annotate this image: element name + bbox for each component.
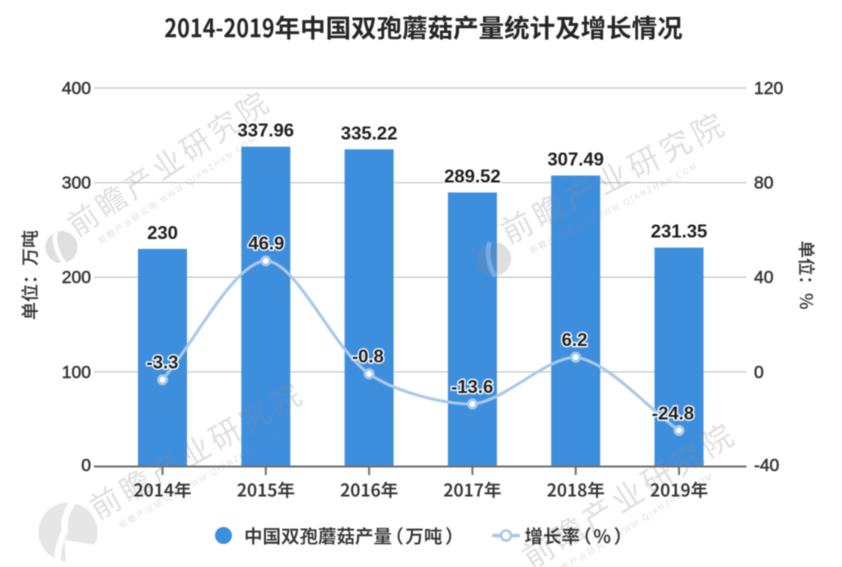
svg-text:120: 120 (754, 78, 783, 98)
svg-text:-24.8: -24.8 (652, 402, 694, 423)
svg-text:200: 200 (62, 267, 91, 287)
svg-text:80: 80 (754, 173, 774, 193)
svg-text:100: 100 (62, 362, 91, 382)
svg-text:0: 0 (754, 362, 764, 382)
svg-text:289.52: 289.52 (444, 166, 501, 187)
svg-text:-3.3: -3.3 (147, 352, 179, 373)
svg-text:-0.8: -0.8 (352, 346, 384, 367)
svg-text:230: 230 (147, 222, 178, 243)
svg-text:400: 400 (62, 78, 91, 98)
svg-text:0: 0 (81, 455, 91, 475)
svg-text:-40: -40 (754, 455, 780, 475)
svg-text:337.96: 337.96 (238, 120, 295, 141)
svg-text:335.22: 335.22 (341, 122, 398, 143)
svg-text:6.2: 6.2 (562, 329, 588, 350)
svg-text:300: 300 (62, 173, 91, 193)
svg-text:46.9: 46.9 (248, 233, 284, 254)
svg-text:307.49: 307.49 (547, 149, 604, 170)
svg-text:40: 40 (754, 267, 774, 287)
svg-text:231.35: 231.35 (651, 221, 708, 242)
svg-text:-13.6: -13.6 (451, 376, 493, 397)
